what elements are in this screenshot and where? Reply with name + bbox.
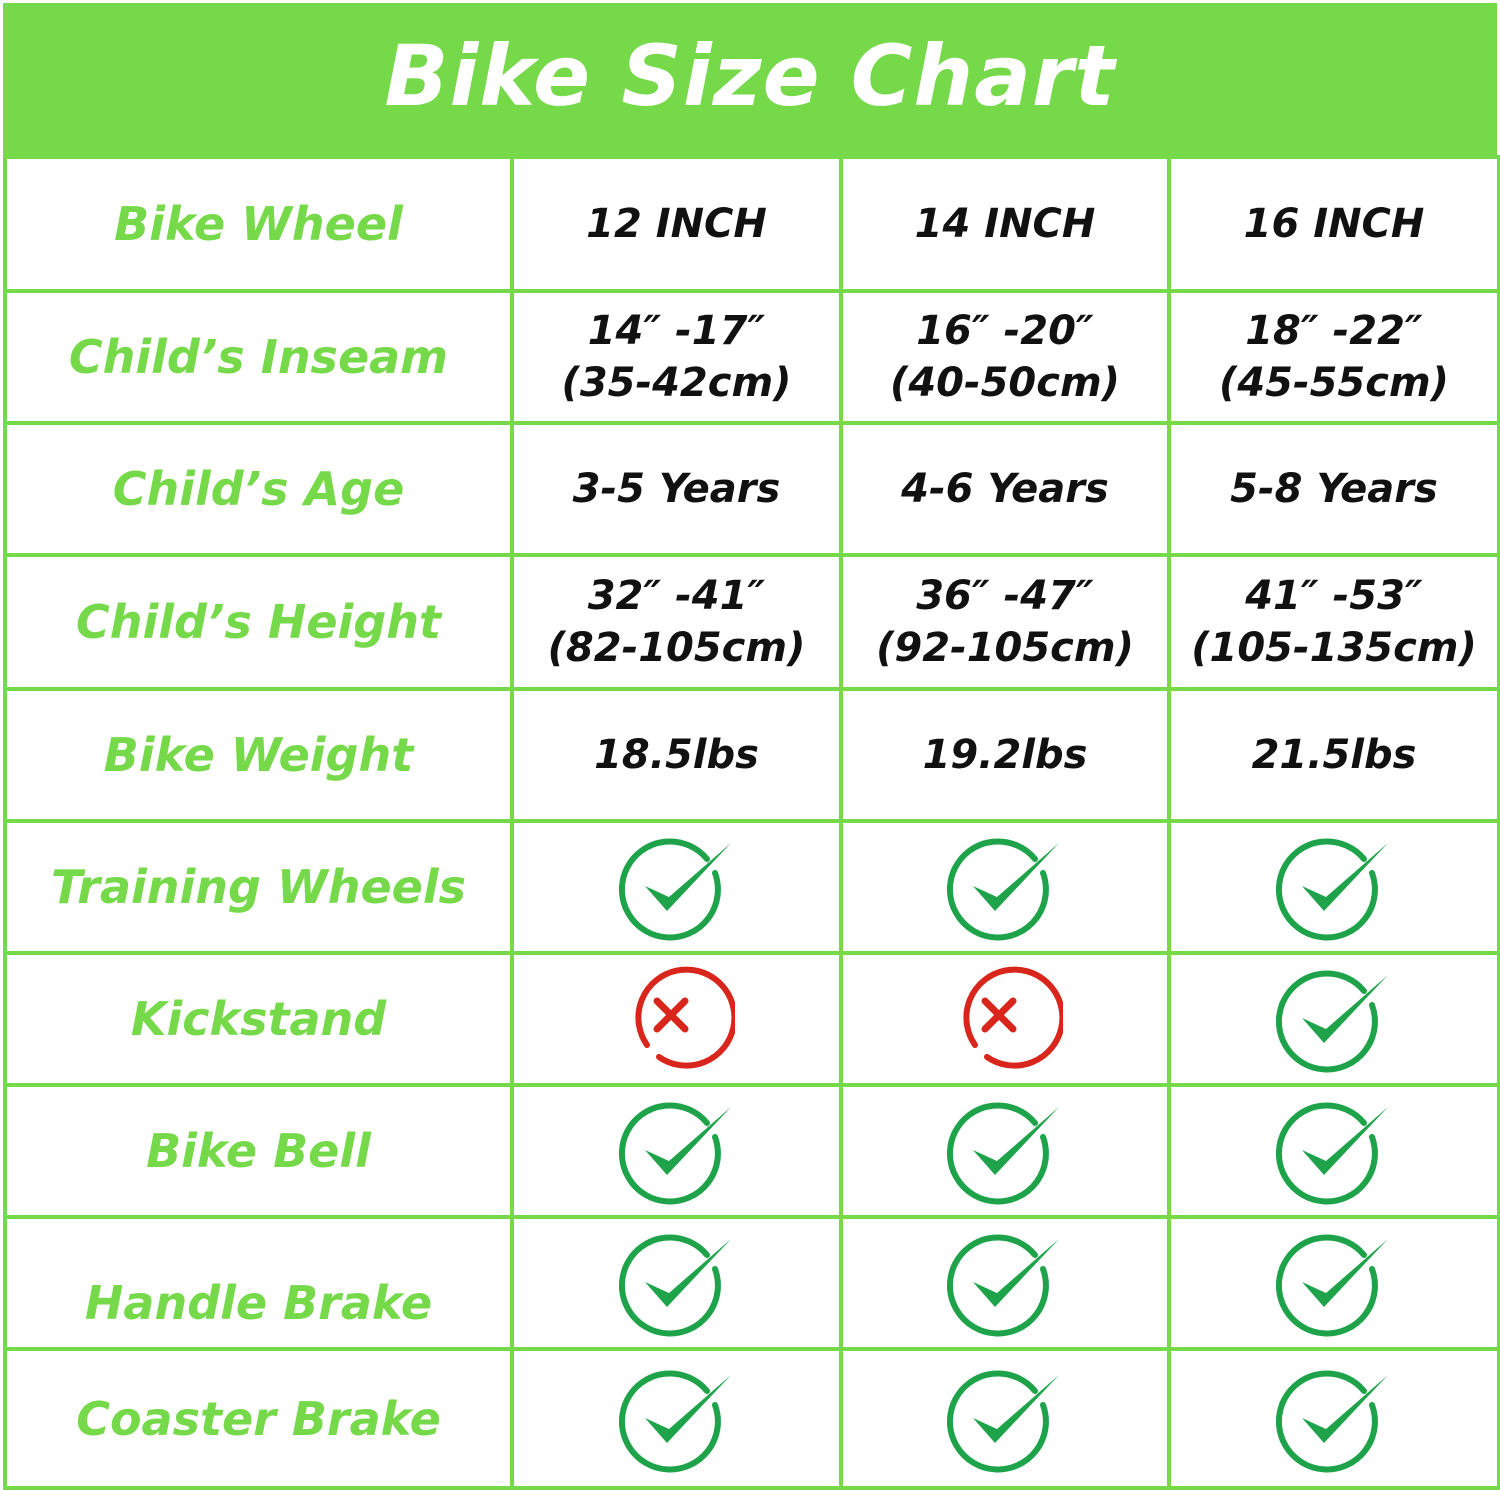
table-cell: 21.5lbs <box>1167 687 1500 823</box>
cell-line: 14″ -17″ <box>587 308 766 354</box>
table-cell: 41″ -53″ (105-135cm) <box>1167 553 1500 691</box>
row-label: Training Wheels <box>3 819 514 955</box>
cell-line: 18.5lbs <box>594 732 759 778</box>
cell-line: 16 INCH <box>1243 201 1425 247</box>
check-icon <box>843 833 1167 941</box>
table-cell: 14″ -17″ (35-42cm) <box>510 289 843 425</box>
row-label: Bike Bell <box>3 1083 514 1219</box>
table-cell: 18″ -22″ (45-55cm) <box>1167 289 1500 425</box>
table-cell: 18.5lbs <box>510 687 843 823</box>
table-row: Kickstand <box>3 951 1500 1087</box>
table-row: Bike Wheel 12 INCH 14 INCH 16 INCH <box>3 155 1500 293</box>
table-cell: 36″ -47″ (92-105cm) <box>839 553 1171 691</box>
check-icon <box>1171 965 1497 1073</box>
check-icon <box>514 833 839 941</box>
icon-cell <box>1167 819 1500 955</box>
table-row: Bike Bell <box>3 1083 1500 1219</box>
check-icon <box>514 1097 839 1205</box>
table-row: Coaster Brake <box>3 1347 1500 1490</box>
icon-cell <box>510 1347 843 1490</box>
table-cell: 4-6 Years <box>839 421 1171 557</box>
page-title: Bike Size Chart <box>384 27 1116 125</box>
cell-line: 36″ -47″ <box>916 573 1094 619</box>
icon-cell <box>510 1215 843 1351</box>
row-label: Kickstand <box>3 951 514 1087</box>
table-cell: 12 INCH <box>510 155 843 293</box>
row-label: Bike Wheel <box>3 155 514 293</box>
check-icon <box>843 1229 1167 1337</box>
icon-cell <box>510 1083 843 1219</box>
cell-line: 14 INCH <box>914 201 1096 247</box>
icon-cell <box>1167 951 1500 1087</box>
check-icon <box>1171 1097 1497 1205</box>
check-icon <box>1171 1365 1497 1473</box>
table-row: Child’s Inseam 14″ -17″ (35-42cm) 16″ -20″ (… <box>3 289 1500 425</box>
icon-cell <box>839 1215 1171 1351</box>
cell-line: 18″ -22″ <box>1245 308 1423 354</box>
check-icon <box>1171 1229 1497 1337</box>
icon-cell <box>1167 1347 1500 1490</box>
title-bar: Bike Size Chart <box>3 3 1497 157</box>
table-row: Bike Weight 18.5lbs 19.2lbs 21.5lbs <box>3 687 1500 823</box>
table-cell: 5-8 Years <box>1167 421 1500 557</box>
table-body: Bike Wheel 12 INCH 14 INCH 16 INCH Child’s I… <box>3 155 1500 1490</box>
cell-line: 4-6 Years <box>901 466 1109 512</box>
table-row: Training Wheels <box>3 819 1500 955</box>
cell-line: 21.5lbs <box>1251 732 1417 778</box>
check-icon <box>843 1097 1167 1205</box>
cell-line: 41″ -53″ <box>1245 573 1423 619</box>
cell-line: (82-105cm) <box>547 625 806 671</box>
table-row: Child’s Height 32″ -41″ (82-105cm) 36″ -47″… <box>3 553 1500 691</box>
icon-cell <box>839 1083 1171 1219</box>
cell-line: (40-50cm) <box>890 360 1120 406</box>
table-cell: 16 INCH <box>1167 155 1500 293</box>
icon-cell <box>1167 1215 1500 1351</box>
row-label: Child’s Inseam <box>3 289 514 425</box>
cell-line: 16″ -20″ <box>916 308 1094 354</box>
table-cell: 14 INCH <box>839 155 1171 293</box>
icon-cell <box>1167 1083 1500 1219</box>
table-row: Child’s Age 3-5 Years 4-6 Years 5-8 Years <box>3 421 1500 557</box>
cell-line: (45-55cm) <box>1219 360 1449 406</box>
icon-cell <box>839 1347 1171 1490</box>
icon-cell <box>510 819 843 955</box>
row-label: Coaster Brake <box>3 1347 514 1490</box>
cell-line: (92-105cm) <box>876 625 1134 671</box>
row-label: Handle Brake <box>3 1215 514 1351</box>
icon-cell <box>510 951 843 1087</box>
cell-line: 19.2lbs <box>922 732 1088 778</box>
cross-icon <box>514 965 839 1073</box>
size-table: Bike Wheel 12 INCH 14 INCH 16 INCH Child’s I… <box>3 155 1500 1490</box>
check-icon <box>1171 833 1497 941</box>
icon-cell <box>839 951 1171 1087</box>
cell-line: (35-42cm) <box>561 360 792 406</box>
cell-line: (105-135cm) <box>1191 625 1477 671</box>
cell-line: 3-5 Years <box>572 466 781 512</box>
table-cell: 16″ -20″ (40-50cm) <box>839 289 1171 425</box>
check-icon <box>843 1365 1167 1473</box>
check-icon <box>514 1229 839 1337</box>
cell-line: 5-8 Years <box>1230 466 1438 512</box>
cell-line: 12 INCH <box>586 201 767 247</box>
cross-icon <box>843 965 1167 1073</box>
row-label: Child’s Height <box>3 553 514 691</box>
check-icon <box>514 1365 839 1473</box>
row-label: Child’s Age <box>3 421 514 557</box>
table-cell: 19.2lbs <box>839 687 1171 823</box>
icon-cell <box>839 819 1171 955</box>
table-row: Handle Brake <box>3 1215 1500 1351</box>
row-label: Bike Weight <box>3 687 514 823</box>
table-cell: 32″ -41″ (82-105cm) <box>510 553 843 691</box>
cell-line: 32″ -41″ <box>587 573 766 619</box>
table-cell: 3-5 Years <box>510 421 843 557</box>
